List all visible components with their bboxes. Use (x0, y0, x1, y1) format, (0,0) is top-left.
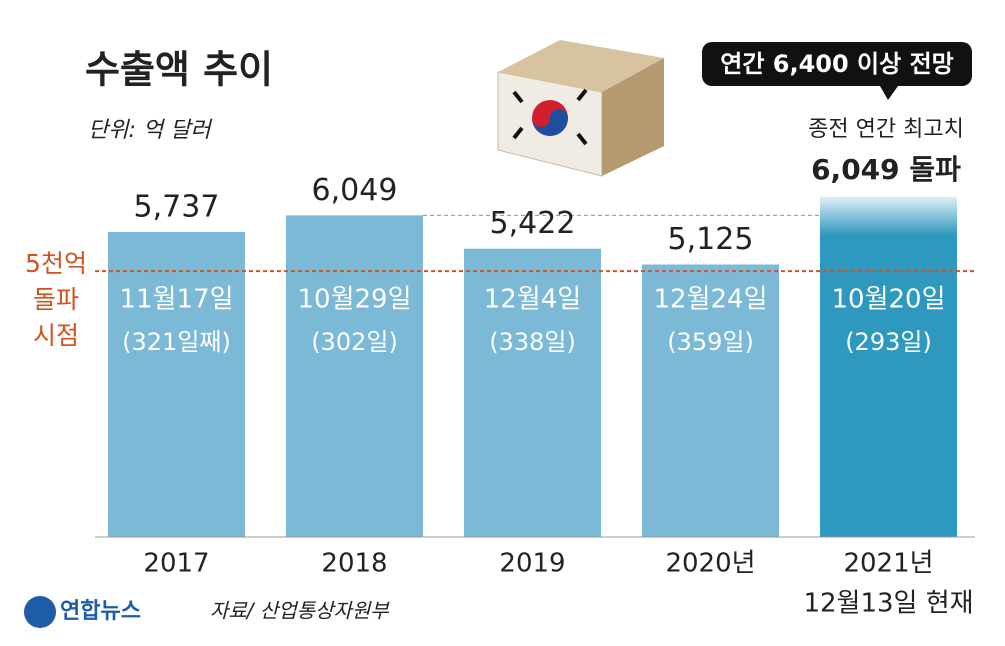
bar-label: 11월17일 (119, 285, 233, 315)
reference-label: 5천억 (25, 249, 87, 278)
logo-icon (24, 596, 56, 628)
bar-sublabel: (321일째) (122, 328, 231, 356)
bar-label: 10월29일 (297, 285, 411, 315)
x-tick-label: 2021년 (843, 549, 933, 579)
bar-label: 12월24일 (653, 285, 767, 315)
category-note: 12월13일 현재 (803, 589, 973, 619)
bar (820, 196, 957, 537)
bar (108, 231, 245, 537)
subtitle: 단위: 억 달러 (88, 118, 212, 143)
bar-label: 10월20일 (831, 285, 945, 315)
bar-sublabel: (359일) (667, 328, 754, 356)
bar (286, 215, 423, 537)
bar-sublabel: (293일) (845, 328, 932, 356)
chart-title: 수출액 추이 (85, 48, 273, 92)
value-label: 6,049 (312, 173, 398, 208)
value-label: 5,737 (134, 189, 220, 224)
reference-label: 돌파 (33, 285, 79, 314)
callout: 연간 6,400 이상 전망 (720, 50, 953, 78)
callout-box (702, 42, 972, 86)
reference-label: 시점 (33, 321, 79, 350)
bar-sublabel: (302일) (311, 328, 398, 356)
value-label: 5,125 (668, 222, 754, 257)
source: 자료/ 산업통상자원부 (210, 599, 390, 623)
bar-sublabel: (338일) (489, 328, 576, 356)
x-tick-label: 2017 (143, 549, 209, 579)
note: 6,049 돌파 (811, 153, 961, 186)
x-tick-label: 2018 (321, 549, 387, 579)
value-label: 5,422 (490, 206, 576, 241)
note: 종전 연간 최고치 (808, 117, 964, 142)
bar-label: 12월4일 (484, 285, 581, 315)
x-tick-label: 2019 (499, 549, 565, 579)
bar (642, 264, 779, 537)
bar (464, 248, 601, 538)
callout-pointer (880, 86, 898, 100)
box-illustration (497, 40, 664, 177)
logo: 연합뉴스 (60, 598, 141, 624)
x-tick-label: 2020년 (665, 549, 755, 579)
